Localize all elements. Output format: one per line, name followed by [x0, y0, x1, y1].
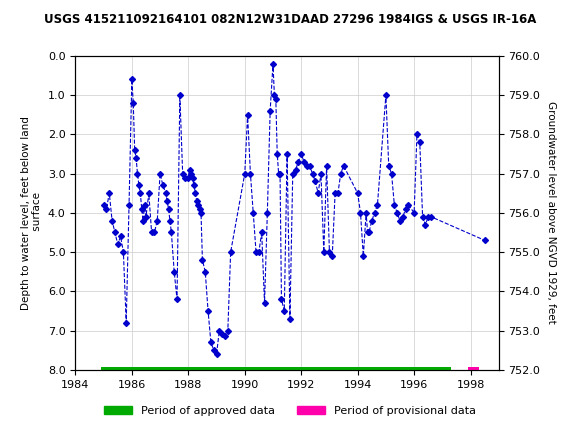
Legend: Period of approved data, Period of provisional data: Period of approved data, Period of provi… [100, 401, 480, 420]
Text: USGS 415211092164101 082N12W31DAAD 27296 1984IGS & USGS IR-16A: USGS 415211092164101 082N12W31DAAD 27296… [44, 13, 536, 26]
Bar [101, 367, 451, 373]
Bar [467, 367, 479, 373]
Y-axis label: Groundwater level above NGVD 1929, feet: Groundwater level above NGVD 1929, feet [546, 101, 556, 324]
Y-axis label: Depth to water level, feet below land
 surface: Depth to water level, feet below land su… [21, 116, 42, 310]
Text: █USGS: █USGS [6, 8, 64, 31]
